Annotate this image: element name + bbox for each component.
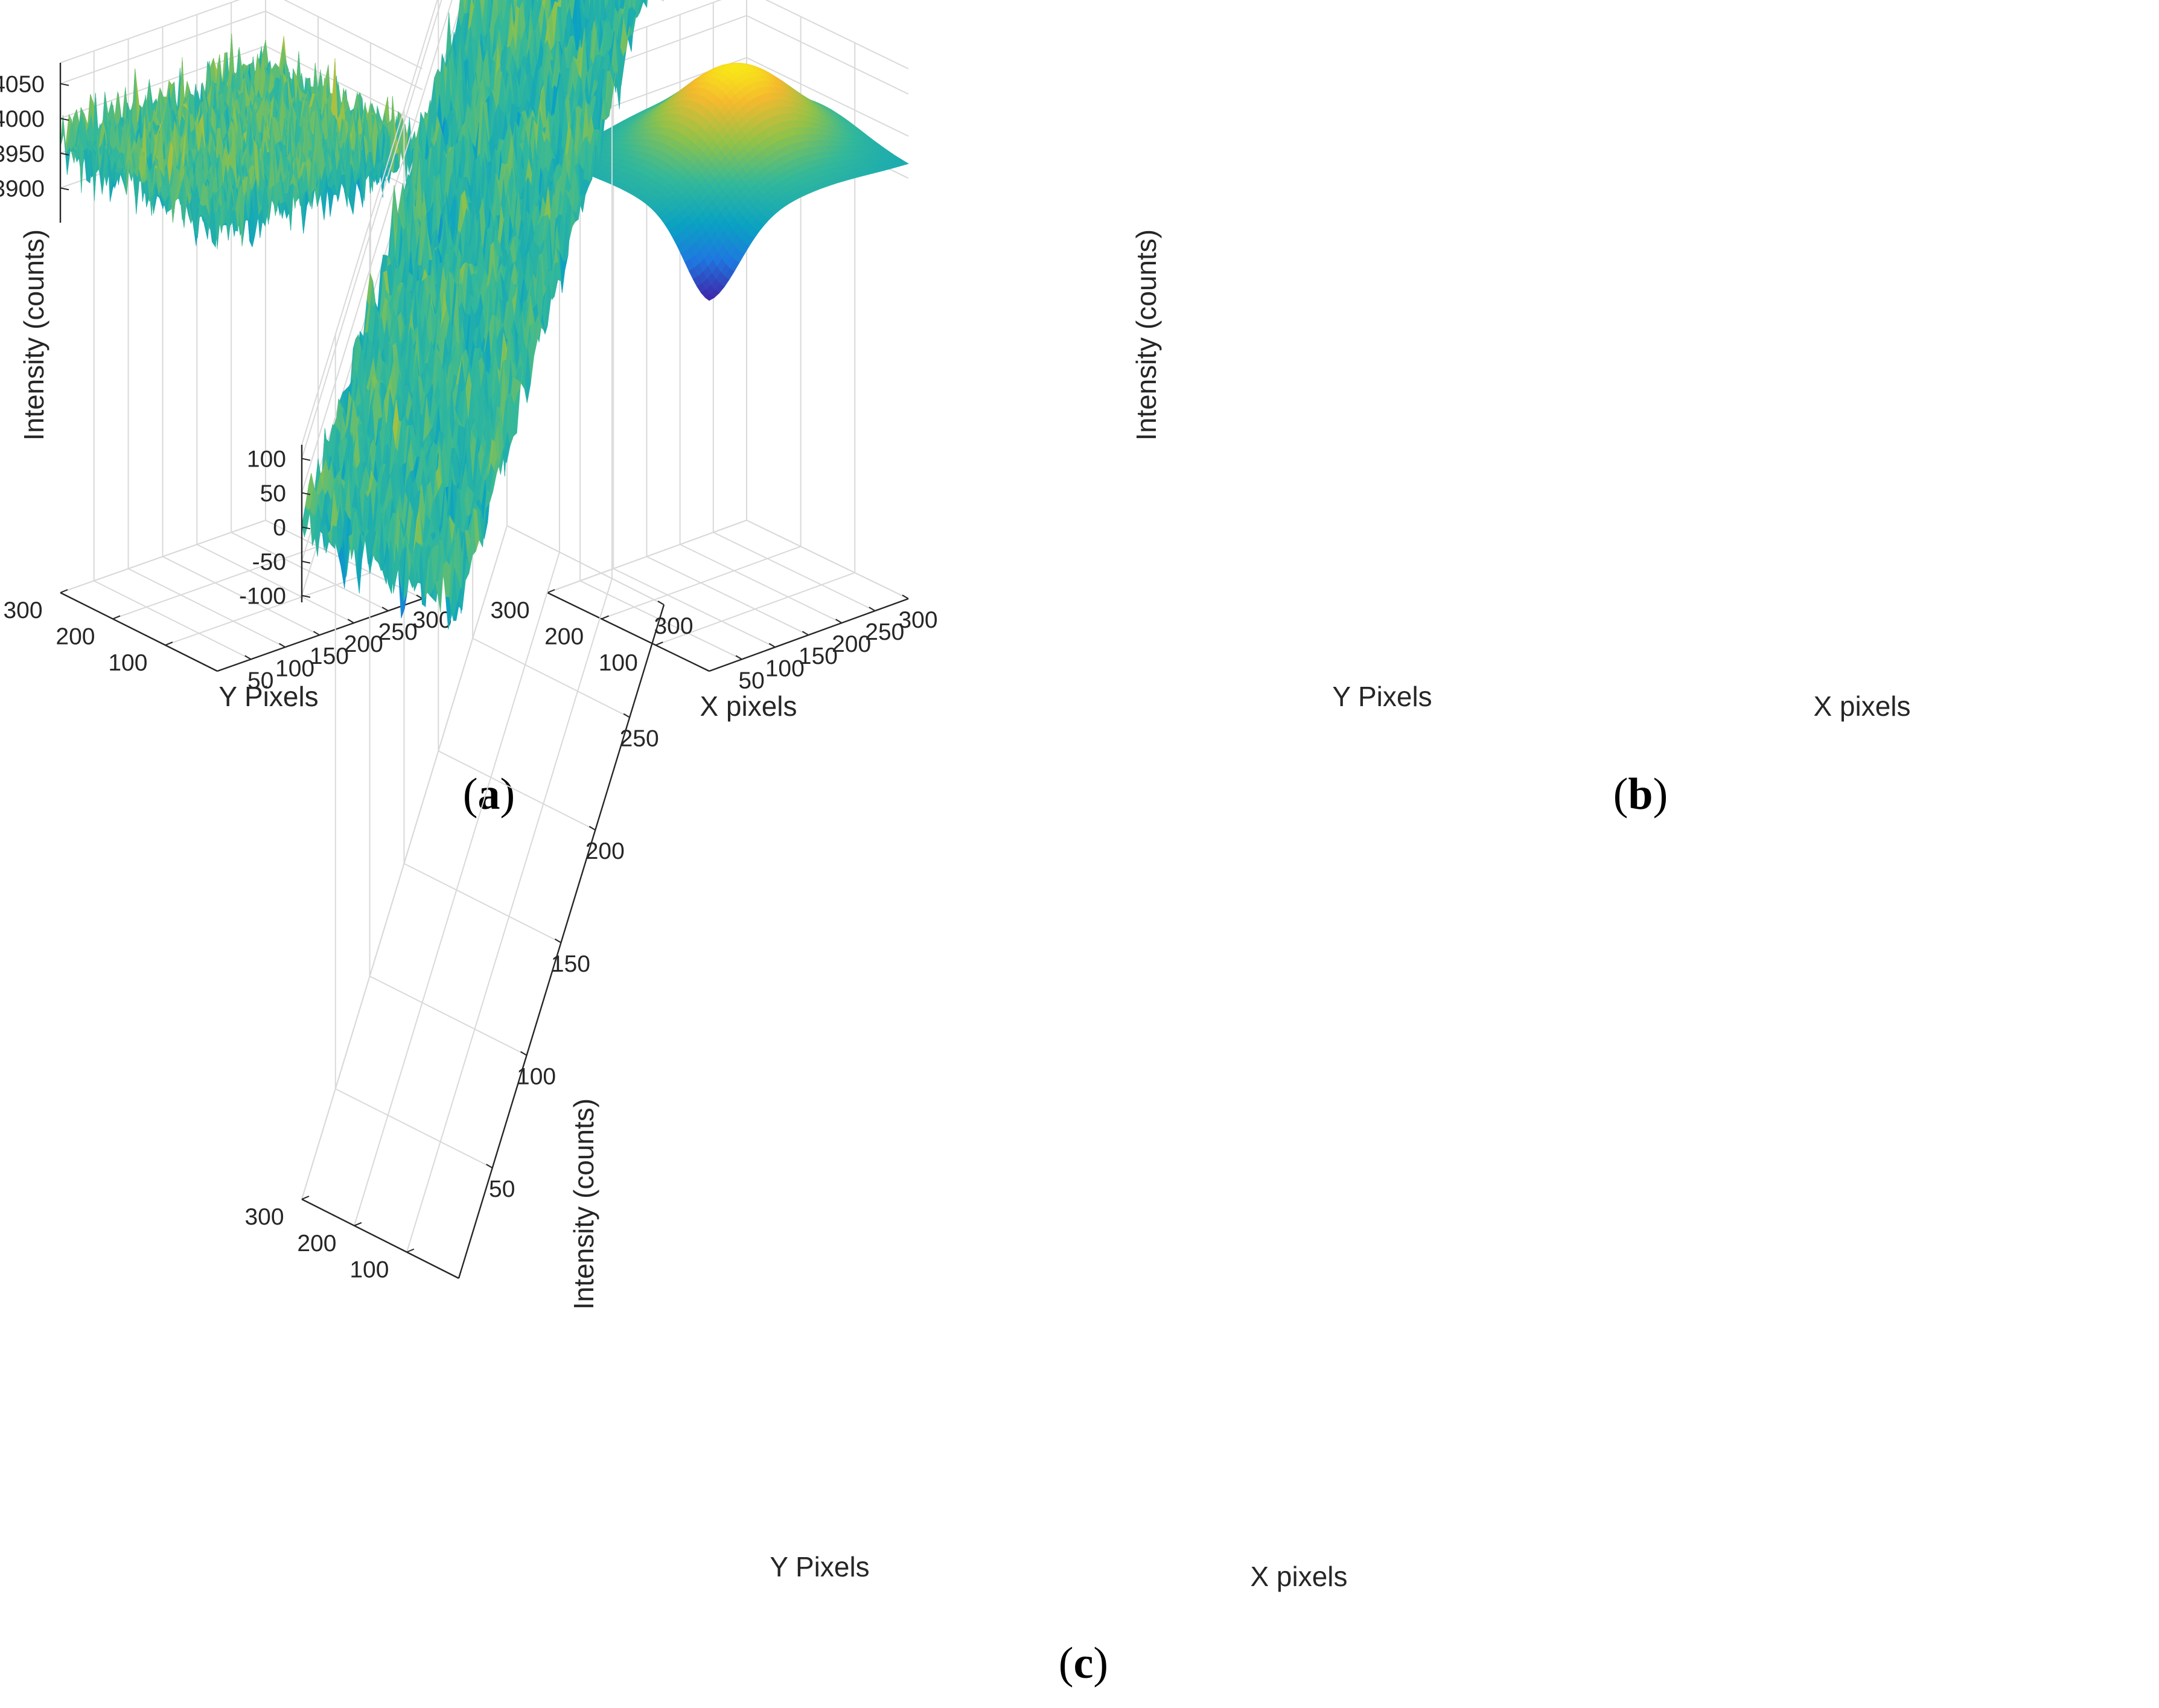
x-tick-mark xyxy=(244,655,252,660)
grid-line xyxy=(196,544,354,624)
x-tick-mark xyxy=(347,619,354,623)
grid-line xyxy=(60,520,266,593)
x-tick-label: 250 xyxy=(378,619,418,645)
z-tick-label: 4050 xyxy=(0,72,45,98)
z-tick-label: 3950 xyxy=(0,141,45,167)
x-tick-mark xyxy=(279,643,286,648)
panel-a-surface xyxy=(60,33,423,249)
z-tick-mark xyxy=(60,187,69,191)
grid-line xyxy=(283,0,423,69)
x-tick-mark xyxy=(381,607,389,611)
panel-b: 50100150200250300100200300396039653970 X… xyxy=(479,0,1911,819)
y-tick-label: 100 xyxy=(108,650,147,676)
grid-line xyxy=(94,580,252,660)
grid-line xyxy=(265,45,423,126)
z-tick-label: 3900 xyxy=(0,176,45,202)
x-tick-mark xyxy=(313,631,320,636)
panel-a: 5010015020025030010020030039003950400040… xyxy=(0,0,797,819)
z-tick-mark xyxy=(60,118,69,121)
y-tick-mark xyxy=(112,615,121,620)
z-tick-mark xyxy=(60,83,69,86)
grid-line xyxy=(613,568,776,648)
grid-line xyxy=(765,0,909,69)
grid-line xyxy=(165,572,371,646)
y-tick-label: 200 xyxy=(56,623,95,649)
panel-a-zlabel: Intensity (counts) xyxy=(18,229,49,441)
z-tick-label: 4000 xyxy=(0,106,45,132)
y-tick-label: 300 xyxy=(3,597,42,623)
x-tick-label: 300 xyxy=(412,607,451,633)
y-tick-mark xyxy=(60,589,68,593)
x-tick-label: 200 xyxy=(344,631,383,657)
grid-line xyxy=(713,532,876,611)
grid-line xyxy=(128,568,286,648)
y-tick-mark xyxy=(165,642,173,646)
grid-line xyxy=(60,10,266,84)
grid-line xyxy=(746,520,909,599)
panel-a-xlabel: X pixels xyxy=(700,690,797,722)
grid-line xyxy=(60,0,240,63)
grid-line xyxy=(231,532,389,611)
grid-line xyxy=(601,546,801,620)
grid-line xyxy=(265,10,423,91)
grid-line xyxy=(680,544,843,624)
grid-line xyxy=(162,556,320,636)
panel-a-ylabel: Y Pixels xyxy=(218,681,318,712)
x-tick-label: 100 xyxy=(275,655,314,681)
x-tick-label: 150 xyxy=(310,643,349,669)
grid-line xyxy=(112,546,319,620)
